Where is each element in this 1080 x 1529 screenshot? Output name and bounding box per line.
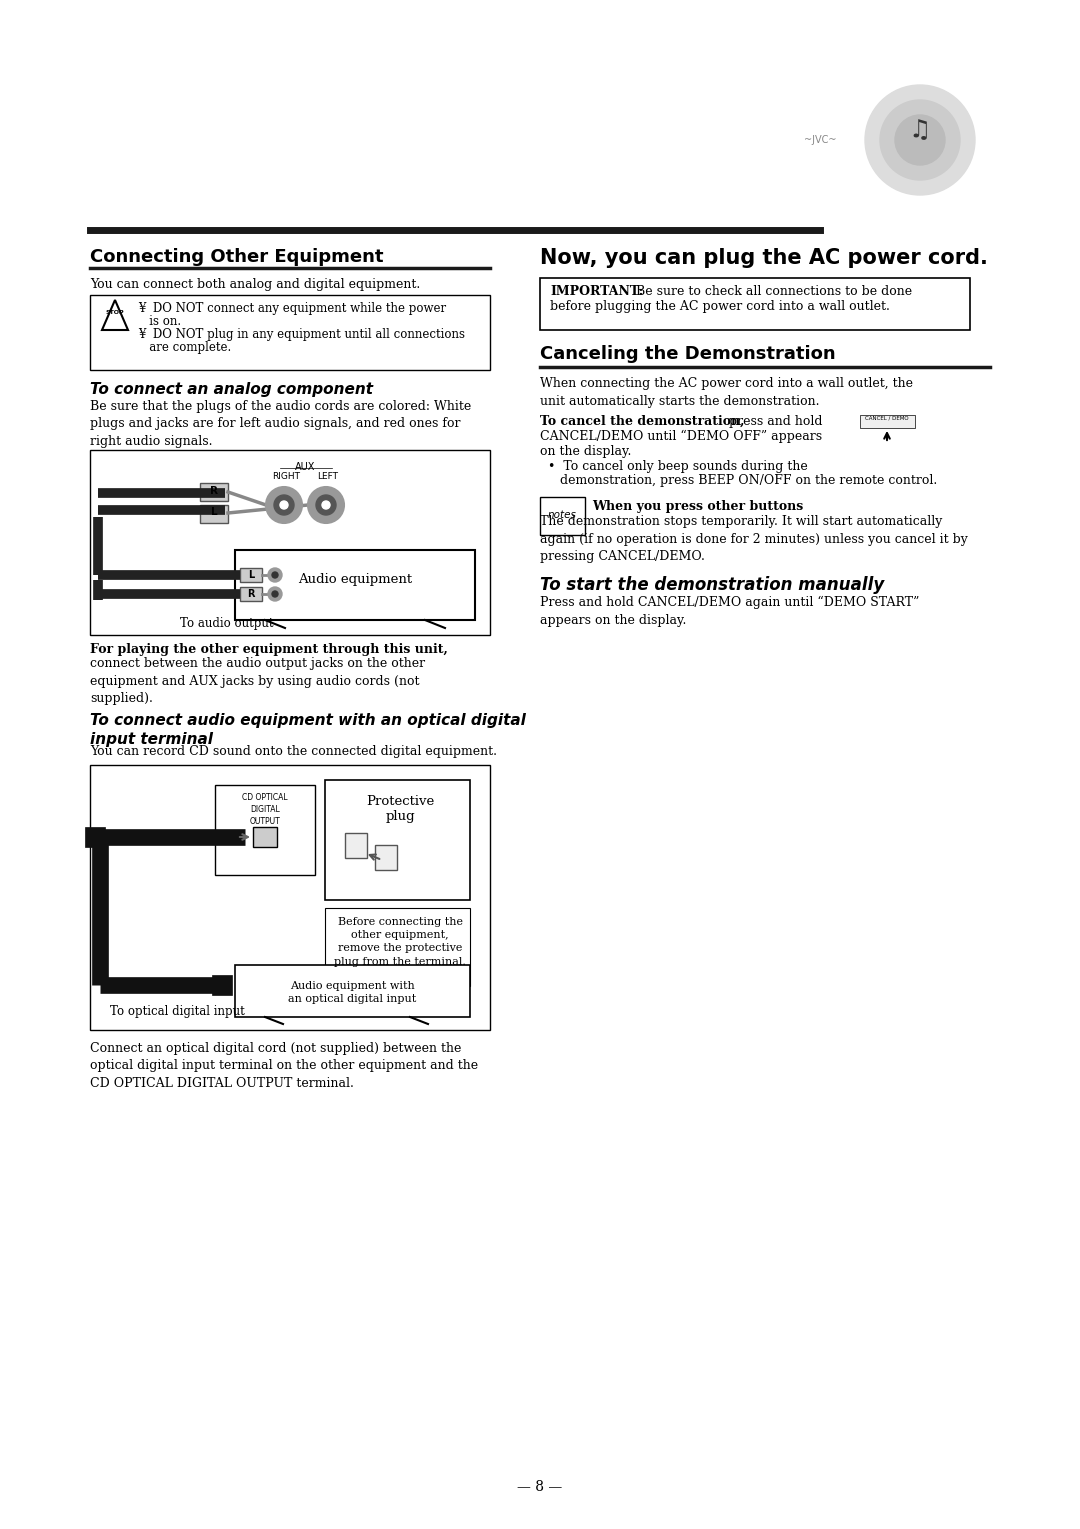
Text: The demonstration stops temporarily. It will start automatically
again (if no op: The demonstration stops temporarily. It …	[540, 515, 968, 563]
Circle shape	[895, 115, 945, 165]
Text: demonstration, press BEEP ON/OFF on the remote control.: demonstration, press BEEP ON/OFF on the …	[561, 474, 937, 488]
Text: To connect audio equipment with an optical digital
input terminal: To connect audio equipment with an optic…	[90, 713, 526, 746]
Text: Be sure that the plugs of the audio cords are colored: White
plugs and jacks are: Be sure that the plugs of the audio cord…	[90, 401, 471, 448]
Bar	[253, 827, 276, 847]
Bar	[90, 450, 490, 635]
Text: is on.: is on.	[138, 315, 181, 329]
Text: AUX: AUX	[295, 462, 315, 472]
Bar	[240, 567, 262, 583]
Text: CANCEL / DEMO: CANCEL / DEMO	[865, 416, 908, 420]
Circle shape	[266, 488, 302, 523]
Bar	[90, 764, 490, 1031]
Circle shape	[308, 488, 345, 523]
Circle shape	[268, 567, 282, 583]
Bar	[860, 414, 915, 428]
Text: R: R	[210, 486, 218, 495]
Bar	[200, 483, 228, 502]
Text: before plugging the AC power cord into a wall outlet.: before plugging the AC power cord into a…	[550, 300, 890, 313]
Bar	[212, 976, 232, 995]
Text: To cancel the demonstration,: To cancel the demonstration,	[540, 414, 744, 428]
Bar	[345, 833, 367, 858]
Text: plug: plug	[386, 810, 415, 823]
Text: press and hold: press and hold	[725, 414, 823, 428]
Text: When connecting the AC power cord into a wall outlet, the
unit automatically sta: When connecting the AC power cord into a…	[540, 378, 913, 408]
Text: notes: notes	[548, 511, 577, 520]
Text: Audio equipment with
an optical digital input: Audio equipment with an optical digital …	[288, 982, 416, 1005]
Text: L: L	[211, 508, 217, 517]
Circle shape	[272, 572, 278, 578]
Text: ~JVC~: ~JVC~	[804, 135, 836, 145]
Text: STOP: STOP	[106, 309, 124, 315]
Text: Canceling the Demonstration: Canceling the Demonstration	[540, 346, 836, 362]
Text: To connect an analog component: To connect an analog component	[90, 382, 373, 398]
Text: When you press other buttons: When you press other buttons	[592, 500, 804, 514]
Text: ¥  DO NOT connect any equipment while the power: ¥ DO NOT connect any equipment while the…	[138, 303, 446, 315]
Bar	[540, 497, 585, 535]
Bar	[90, 295, 490, 370]
Bar	[325, 908, 470, 986]
Text: connect between the audio output jacks on the other
equipment and AUX jacks by u: connect between the audio output jacks o…	[90, 657, 426, 705]
Text: on the display.: on the display.	[540, 445, 632, 459]
Text: LEFT: LEFT	[318, 472, 338, 482]
Text: ♫: ♫	[908, 118, 931, 142]
Bar	[375, 846, 397, 870]
Text: Audio equipment: Audio equipment	[298, 573, 413, 587]
Text: To start the demonstration manually: To start the demonstration manually	[540, 576, 885, 593]
Text: For playing the other equipment through this unit,: For playing the other equipment through …	[90, 644, 448, 656]
Text: ¥  DO NOT plug in any equipment until all connections: ¥ DO NOT plug in any equipment until all…	[138, 329, 465, 341]
Text: — 8 —: — 8 —	[517, 1480, 563, 1494]
Circle shape	[880, 99, 960, 180]
Bar	[235, 550, 475, 619]
Bar	[215, 784, 315, 875]
Text: Protective: Protective	[366, 795, 434, 807]
Circle shape	[865, 86, 975, 196]
Text: You can connect both analog and digital equipment.: You can connect both analog and digital …	[90, 278, 420, 291]
Text: To optical digital input: To optical digital input	[110, 1005, 245, 1018]
Bar	[325, 780, 470, 901]
Text: To audio output: To audio output	[180, 618, 273, 630]
Circle shape	[322, 502, 330, 509]
Text: You can record CD sound onto the connected digital equipment.: You can record CD sound onto the connect…	[90, 745, 497, 758]
Text: Before connecting the
other equipment,
remove the protective
plug from the termi: Before connecting the other equipment, r…	[334, 917, 465, 966]
Bar	[200, 505, 228, 523]
Text: Now, you can plug the AC power cord.: Now, you can plug the AC power cord.	[540, 248, 988, 268]
Text: Connecting Other Equipment: Connecting Other Equipment	[90, 248, 383, 266]
Text: •  To cancel only beep sounds during the: • To cancel only beep sounds during the	[548, 460, 808, 472]
Text: CANCEL/DEMO until “DEMO OFF” appears: CANCEL/DEMO until “DEMO OFF” appears	[540, 430, 822, 443]
Circle shape	[268, 587, 282, 601]
Text: Be sure to check all connections to be done: Be sure to check all connections to be d…	[632, 284, 913, 298]
Bar	[85, 827, 105, 847]
Bar	[240, 587, 262, 601]
Text: CD OPTICAL
DIGITAL
OUTPUT: CD OPTICAL DIGITAL OUTPUT	[242, 794, 287, 826]
Circle shape	[316, 495, 336, 515]
Text: L: L	[248, 570, 254, 579]
Polygon shape	[102, 300, 129, 330]
Text: RIGHT: RIGHT	[272, 472, 300, 482]
Text: are complete.: are complete.	[138, 341, 231, 355]
Circle shape	[272, 592, 278, 596]
Text: Connect an optical digital cord (not supplied) between the
optical digital input: Connect an optical digital cord (not sup…	[90, 1041, 478, 1090]
Bar	[540, 278, 970, 330]
Bar	[235, 965, 470, 1017]
Text: Press and hold CANCEL/DEMO again until “DEMO START”
appears on the display.: Press and hold CANCEL/DEMO again until “…	[540, 596, 919, 627]
Text: R: R	[247, 589, 255, 599]
Circle shape	[280, 502, 288, 509]
Circle shape	[274, 495, 294, 515]
Text: IMPORTANT:: IMPORTANT:	[550, 284, 644, 298]
